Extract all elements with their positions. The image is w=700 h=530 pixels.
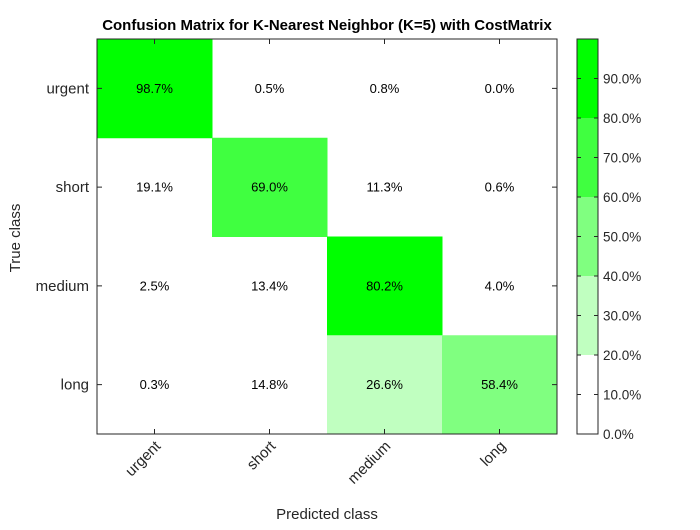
cell-label: 98.7% — [136, 81, 173, 96]
colorbar-bin — [577, 197, 598, 276]
cell-label: 14.8% — [251, 377, 288, 392]
cell-label: 2.5% — [140, 278, 170, 293]
colorbar-bin — [577, 355, 598, 434]
matrix-cell — [327, 335, 443, 435]
cell-label: 69.0% — [251, 180, 288, 195]
colorbar-tick-label: 10.0% — [603, 388, 641, 403]
colorbar-tick-label: 60.0% — [603, 190, 641, 205]
y-tick-label: urgent — [46, 80, 89, 97]
cell-label: 0.0% — [485, 81, 515, 96]
cell-label: 0.8% — [370, 81, 400, 96]
colorbar-tick-label: 70.0% — [603, 151, 641, 166]
colorbar-bin — [577, 118, 598, 197]
matrix-cell — [442, 335, 558, 435]
matrix-cell — [97, 39, 213, 139]
colorbar-tick-label: 90.0% — [603, 72, 641, 87]
x-tick-label: urgent — [122, 437, 165, 480]
cell-label: 13.4% — [251, 278, 288, 293]
y-tick-label: short — [56, 179, 90, 196]
chart-title: Confusion Matrix for K-Nearest Neighbor … — [102, 17, 552, 34]
colorbar-tick-label: 0.0% — [603, 427, 634, 442]
cell-label: 0.6% — [485, 180, 515, 195]
colorbar-bin — [577, 276, 598, 355]
cell-label: 11.3% — [367, 180, 403, 195]
cell-label: 0.5% — [255, 81, 285, 96]
colorbar-tick-label: 50.0% — [603, 230, 641, 245]
x-tick-label: medium — [345, 438, 395, 488]
colorbar-tick-label: 20.0% — [603, 348, 641, 363]
matrix-layer: 98.7% 0.5% 0.8% 0.0% 19.1% 69.0% 11.3% 0.6% 2.5%… — [36, 38, 558, 488]
colorbar-tick-label: 40.0% — [603, 269, 641, 284]
y-tick-label: long — [61, 377, 89, 394]
matrix-cell — [327, 236, 443, 336]
matrix-cell — [212, 137, 328, 237]
colorbar-tick-label: 30.0% — [603, 309, 641, 324]
y-tick-label: medium — [36, 278, 89, 295]
cell-label: 80.2% — [366, 278, 403, 293]
colorbar-tick-label: 80.0% — [603, 111, 641, 126]
cell-label: 19.1% — [136, 180, 173, 195]
x-tick-label: short — [244, 437, 280, 473]
x-tick-label: long — [477, 438, 509, 470]
cell-label: 26.6% — [366, 377, 403, 392]
plot-frame — [96, 38, 558, 435]
colorbar: 0.0% 10.0% 20.0% 30.0% 40.0% 50.0% 60.0% 70.0% 8… — [576, 38, 641, 442]
y-axis-label: True class — [7, 204, 24, 273]
cell-label: 4.0% — [485, 278, 515, 293]
cell-label: 58.4% — [481, 377, 518, 392]
x-axis-label: Predicted class — [276, 506, 378, 523]
colorbar-bin — [577, 39, 598, 118]
cell-label: 0.3% — [140, 377, 170, 392]
